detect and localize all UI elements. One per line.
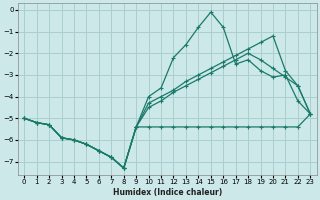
X-axis label: Humidex (Indice chaleur): Humidex (Indice chaleur) (113, 188, 222, 197)
